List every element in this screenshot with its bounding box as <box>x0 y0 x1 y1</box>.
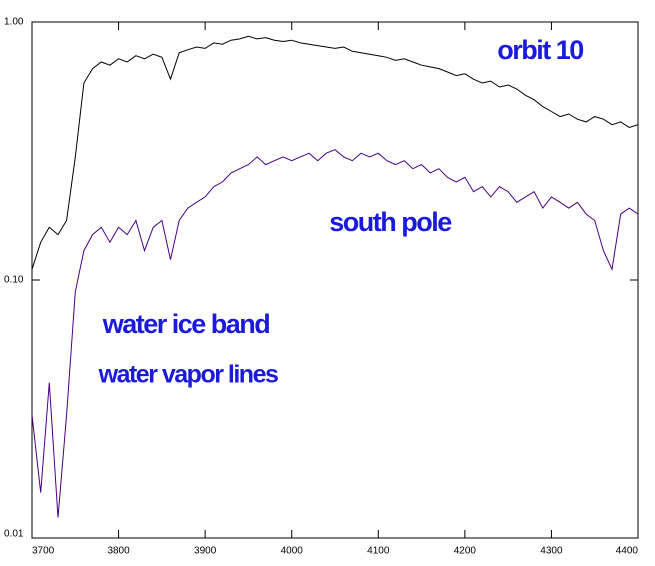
annotation: south pole <box>329 207 452 237</box>
y-tick-label: 1.00 <box>4 17 24 28</box>
x-tick-label: 3800 <box>107 546 130 557</box>
x-tick-label: 4100 <box>367 546 390 557</box>
x-tick-label: 4000 <box>281 546 304 557</box>
x-tick-label: 3700 <box>32 546 55 557</box>
x-tick-label: 4400 <box>616 546 639 557</box>
annotation: orbit 10 <box>497 35 583 65</box>
x-tick-label: 4300 <box>540 546 563 557</box>
y-tick-label: 0.10 <box>4 275 24 286</box>
x-tick-label: 3900 <box>194 546 217 557</box>
x-tick-label: 4200 <box>454 546 477 557</box>
plot-frame <box>31 21 639 539</box>
series-line <box>31 149 639 518</box>
annotation: water vapor lines <box>98 361 278 389</box>
y-tick-label: 0.01 <box>4 529 24 540</box>
annotation: water ice band <box>102 309 270 339</box>
series-line <box>31 35 639 270</box>
